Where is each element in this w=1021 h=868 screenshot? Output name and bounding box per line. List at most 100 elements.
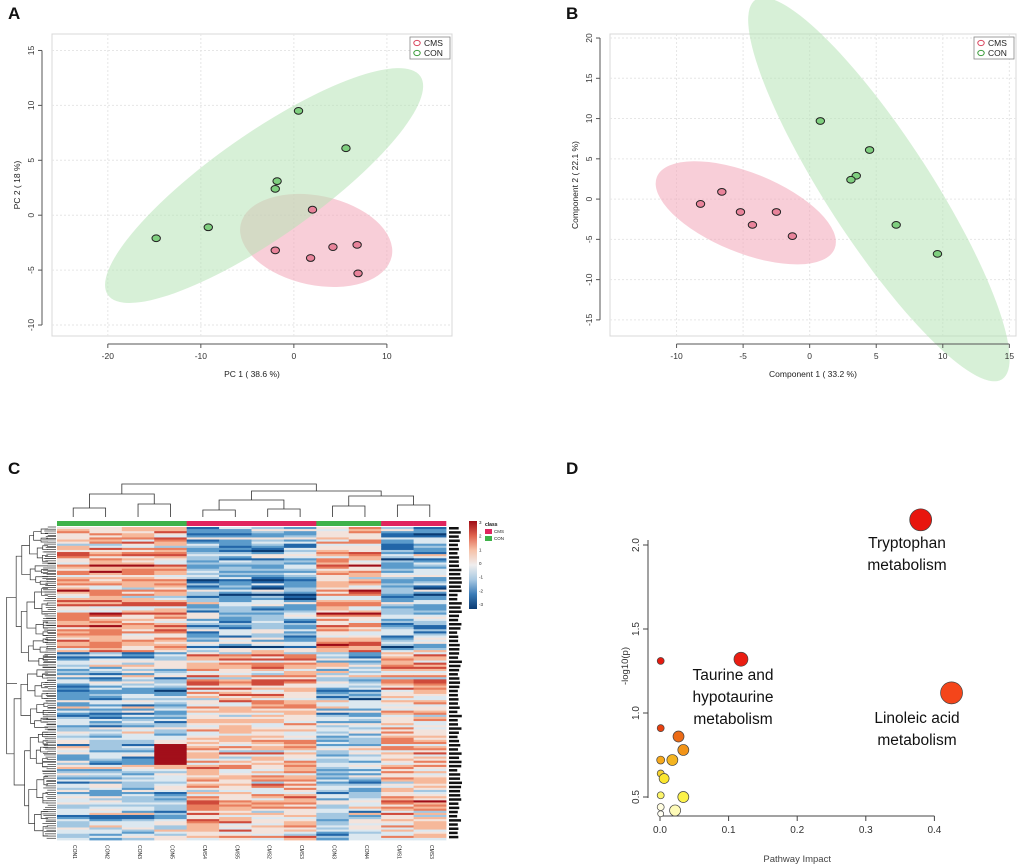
heatmap-cell (57, 585, 90, 588)
heatmap-cell (316, 652, 350, 655)
heatmap-cell (251, 773, 285, 776)
row-label (449, 618, 459, 622)
heatmap-cell (154, 670, 188, 674)
heatmap-cell (89, 706, 123, 709)
heatmap-cell (251, 666, 285, 670)
heatmap-cell (89, 810, 123, 814)
heatmap-cell (381, 579, 414, 582)
heatmap-cell (57, 802, 90, 805)
heatmap-cell (186, 817, 220, 820)
heatmap-cell (283, 535, 317, 538)
heatmap-cell (283, 762, 317, 766)
heatmap-cell (413, 616, 447, 620)
heatmap-cell (283, 658, 317, 661)
heatmap-cell (154, 593, 188, 597)
heatmap-cell (283, 802, 317, 805)
heatmap-cell (251, 804, 285, 808)
heatmap-cell (413, 710, 447, 714)
heatmap-cell (316, 545, 350, 549)
heatmap-cell (186, 823, 220, 826)
heatmap-cell (121, 817, 155, 820)
heatmap-cell (283, 633, 317, 636)
heatmap-cell (219, 670, 252, 674)
heatmap-cell (251, 620, 285, 624)
heatmap-cell (413, 773, 447, 776)
heatmap-cell (413, 648, 447, 651)
heatmap-cell (381, 827, 414, 830)
heatmap-cell (154, 675, 188, 678)
heatmap-cell (413, 591, 447, 595)
dendrogram-link (13, 698, 25, 786)
heatmap-cell (381, 547, 414, 551)
heatmap-cell (381, 677, 414, 680)
heatmap-cell (154, 529, 188, 532)
heatmap-cell (251, 650, 285, 653)
heatmap-cell (381, 756, 414, 760)
heatmap-cell (219, 679, 252, 682)
heatmap-cell (283, 566, 317, 570)
heatmap-cell (154, 773, 188, 776)
heatmap-cell (154, 727, 188, 730)
heatmap-cell (186, 708, 220, 712)
heatmap-cell (348, 656, 382, 659)
legend-marker-con (977, 49, 985, 57)
heatmap-cell (186, 662, 220, 666)
heatmap-cell (316, 552, 350, 555)
data-point-cms (328, 243, 338, 251)
heatmap-cell (219, 748, 252, 751)
heatmap-cell (121, 600, 155, 603)
heatmap-cell (121, 635, 155, 638)
heatmap-cell (121, 819, 155, 822)
heatmap-cell (251, 746, 285, 749)
heatmap-cell (348, 754, 382, 757)
heatmap-cell (57, 833, 90, 837)
heatmap-cell (121, 589, 155, 593)
heatmap-cell (57, 533, 90, 536)
heatmap-cell (219, 756, 252, 760)
panel-c: CON1 CON2 CON3 CON5 CMS4 CMS5 CMS2 CMS3 CON3 CON4… (6, 483, 504, 859)
y-tick-label: 15 (26, 45, 36, 55)
heatmap-cell (121, 708, 155, 712)
heatmap-cell (251, 549, 285, 553)
heatmap-cell (381, 645, 414, 649)
heatmap-cell (413, 593, 447, 597)
heatmap-cell (121, 618, 155, 622)
heatmap-cell (121, 677, 155, 680)
data-point-con (293, 106, 304, 115)
heatmap-cell (186, 792, 220, 795)
heatmap-cell (251, 535, 285, 538)
y-tick-label: 1.0 (631, 706, 642, 720)
heatmap-cell (283, 612, 317, 616)
heatmap-cell (316, 650, 350, 653)
heatmap-cell (413, 721, 447, 724)
heatmap-cell (154, 679, 188, 682)
heatmap-cell (89, 827, 123, 830)
heatmap-cell (348, 714, 382, 718)
row-label (449, 727, 462, 730)
heatmap-cell (316, 721, 350, 724)
heatmap-cell (121, 554, 155, 557)
heatmap-cell (154, 721, 188, 724)
heatmap-cell (413, 693, 447, 697)
heatmap-cell (186, 766, 220, 770)
heatmap-cell (121, 741, 155, 745)
heatmap-cell (154, 643, 188, 647)
heatmap-cell (413, 585, 447, 588)
heatmap-cell (283, 819, 317, 822)
heatmap-cell (121, 670, 155, 674)
heatmap-cell (154, 766, 188, 770)
heatmap-cell (154, 744, 188, 747)
heatmap-cell (381, 771, 414, 774)
class-bar-cms (381, 521, 414, 526)
heatmap-cell (316, 668, 350, 672)
heatmap-cell (89, 783, 123, 787)
pathway-annotation: Tryptophan (868, 535, 946, 552)
heatmap-cell (381, 670, 414, 674)
heatmap-cell (348, 685, 382, 689)
heatmap-cell (219, 660, 252, 664)
heatmap-cell (413, 566, 447, 570)
heatmap-cell (251, 562, 285, 565)
heatmap-cell (89, 771, 123, 774)
heatmap-cell (219, 718, 252, 722)
heatmap-cell (121, 566, 155, 570)
